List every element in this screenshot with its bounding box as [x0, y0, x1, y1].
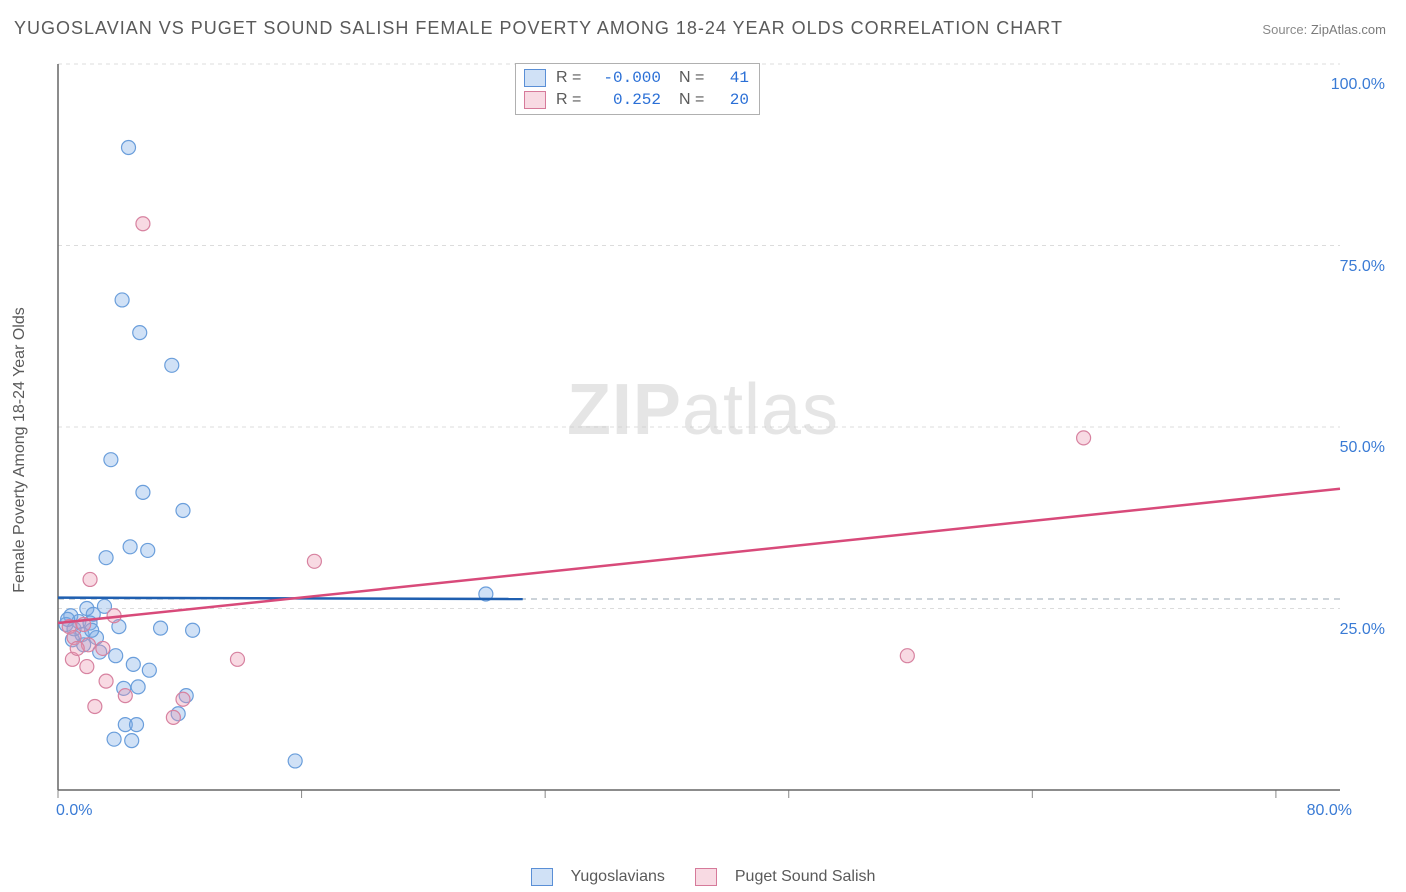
legend-r-value-0: -0.000	[596, 69, 661, 87]
x-tick-label: 0.0%	[56, 802, 92, 820]
legend-swatch-0	[524, 69, 546, 87]
y-tick-label: 50.0%	[1325, 439, 1385, 457]
y-tick-label: 75.0%	[1325, 258, 1385, 276]
legend-r-label-1: R =	[556, 91, 596, 109]
source-value: ZipAtlas.com	[1311, 22, 1386, 37]
y-tick-label: 100.0%	[1325, 76, 1385, 94]
legend-r-value-1: 0.252	[596, 91, 661, 109]
legend-row-1: R = 0.252 N = 20	[524, 89, 749, 111]
legend-n-label-0: N =	[679, 69, 719, 87]
source-attribution: Source: ZipAtlas.com	[1262, 22, 1386, 37]
legend-swatch-1	[524, 91, 546, 109]
legend-row-0: R = -0.000 N = 41	[524, 67, 749, 89]
chart-title: YUGOSLAVIAN VS PUGET SOUND SALISH FEMALE…	[14, 18, 1063, 39]
legend-bottom-label-0: Yugoslavians	[571, 868, 665, 886]
legend-bottom-swatch-1	[695, 868, 717, 886]
y-axis-label: Female Poverty Among 18-24 Year Olds	[11, 307, 29, 593]
y-tick-label: 25.0%	[1325, 621, 1385, 639]
legend-n-value-1: 20	[719, 91, 749, 109]
legend-n-label-1: N =	[679, 91, 719, 109]
x-tick-label: 80.0%	[1292, 802, 1352, 820]
chart-plot-area: 100.0% 75.0% 50.0% 25.0% 0.0% 80.0%	[50, 60, 1390, 830]
series-legend: Yugoslavians Puget Sound Salish	[0, 868, 1406, 886]
legend-bottom-swatch-0	[531, 868, 553, 886]
legend-item-0: Yugoslavians	[531, 868, 665, 886]
correlation-legend: R = -0.000 N = 41 R = 0.252 N = 20	[515, 63, 760, 115]
legend-r-label-0: R =	[556, 69, 596, 87]
legend-bottom-label-1: Puget Sound Salish	[735, 868, 876, 886]
scatter-chart-svg	[50, 60, 1390, 830]
legend-item-1: Puget Sound Salish	[695, 868, 876, 886]
source-label: Source:	[1262, 22, 1307, 37]
legend-n-value-0: 41	[719, 69, 749, 87]
